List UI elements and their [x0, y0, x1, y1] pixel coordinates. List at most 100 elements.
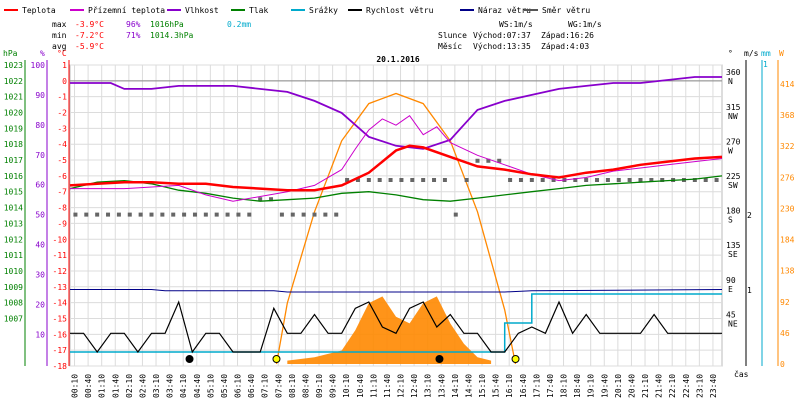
x-tick-label: 08:10 — [288, 374, 297, 398]
dir-tick-name: NW — [728, 112, 738, 121]
legend-label: Tlak — [249, 6, 268, 15]
dir-tick-name: W — [728, 146, 733, 155]
x-tick-label: 02:40 — [138, 374, 147, 398]
w-tick-label: 0 — [780, 360, 785, 369]
ms-axis-label: m/s — [744, 49, 759, 58]
x-tick-label: 00:10 — [71, 374, 80, 398]
temp-tick-label: -15 — [53, 314, 68, 323]
x-tick-label: 12:10 — [397, 374, 406, 398]
x-tick-label: 18:10 — [560, 374, 569, 398]
hpa-tick-label: 1023 — [4, 61, 23, 70]
x-tick-label: 07:10 — [261, 374, 270, 398]
wind-direction-point — [258, 197, 263, 202]
wind-direction-point — [399, 178, 404, 182]
stat-min-temp: -7.2°C — [75, 31, 104, 40]
temp-tick-label: -7 — [57, 188, 67, 197]
hpa-tick-label: 1022 — [4, 77, 23, 86]
w-tick-label: 414 — [780, 80, 795, 89]
moon-label: Měsíc — [438, 42, 462, 51]
w-tick-label: 322 — [780, 142, 795, 151]
wind-direction-point — [312, 212, 317, 217]
hpa-tick-label: 1008 — [4, 299, 23, 308]
x-tick-label: 21:40 — [655, 374, 664, 398]
legend-label: Rychlost větru — [366, 6, 434, 15]
dir-tick-label: 270 — [726, 137, 741, 146]
wind-direction-point — [84, 212, 89, 217]
wind-direction-point — [377, 178, 382, 182]
plot-frame — [69, 64, 723, 367]
wind-direction-point — [160, 212, 165, 217]
wind-direction-point — [410, 178, 415, 182]
x-tick-label: 19:10 — [587, 374, 596, 398]
dir-tick-label: 45 — [726, 310, 736, 319]
x-tick-label: 14:10 — [451, 374, 460, 398]
temp-tick-label: -4 — [57, 140, 67, 149]
mm-axis-label: mm — [761, 49, 771, 58]
wind-direction-point — [464, 178, 469, 182]
temperature-line — [69, 144, 723, 192]
stats-block: max -3.9°C 96% 1016hPa 0.2mm min -7.2°C 71% 1014… — [52, 20, 602, 51]
legend-label: Směr větru — [542, 6, 590, 15]
x-tick-label: 22:10 — [668, 374, 677, 398]
wind-direction-point — [345, 178, 350, 182]
w-tick-label: 230 — [780, 204, 795, 213]
wind-direction-point — [584, 178, 589, 182]
wind-direction-point — [453, 212, 458, 217]
legend-label: Náraz větru — [478, 6, 531, 15]
x-tick-label: 07:40 — [274, 374, 283, 398]
temp-tick-label: -1 — [57, 93, 67, 102]
x-tick-label: 16:40 — [519, 374, 528, 398]
w-tick-label: 138 — [780, 267, 795, 276]
hpa-tick-label: 1018 — [4, 140, 23, 149]
wind-wg: WG:1m/s — [568, 20, 602, 29]
wind-direction-point — [323, 212, 328, 217]
plot-area — [69, 76, 723, 365]
wind-direction-point — [279, 212, 284, 217]
wind-direction-point — [529, 178, 534, 182]
wind-direction-point — [475, 158, 480, 163]
sunset-marker — [511, 355, 520, 363]
hpa-tick-label: 1014 — [4, 204, 23, 213]
w-tick-label: 368 — [780, 111, 795, 120]
moonset-marker — [185, 355, 194, 363]
wind-direction-point — [660, 178, 665, 182]
w-tick-label: 92 — [780, 298, 790, 307]
wind-direction-point — [703, 178, 708, 182]
chart-title: 20.1.2016 — [376, 55, 420, 64]
x-tick-label: 11:40 — [383, 374, 392, 398]
wind-direction-point — [95, 212, 100, 217]
wind-direction-point — [225, 212, 230, 217]
stat-min-hum: 71% — [126, 31, 141, 40]
hpa-tick-label: 1011 — [4, 251, 23, 260]
x-tick-label: 04:10 — [179, 374, 188, 398]
hpa-tick-label: 1013 — [4, 219, 23, 228]
mm-tick-label: 1 — [763, 60, 768, 69]
pct-tick-label: 90 — [35, 91, 45, 100]
wind-direction-point — [595, 178, 600, 182]
stat-max-pres: 1016hPa — [150, 20, 184, 29]
pct-tick-label: 80 — [35, 121, 45, 130]
temp-tick-label: -16 — [53, 330, 68, 339]
wind-direction-point — [486, 158, 491, 163]
x-tick-label: 03:40 — [166, 374, 175, 398]
wind-direction-point — [605, 178, 610, 182]
x-tick-label: 19:40 — [600, 374, 609, 398]
dir-tick-name: E — [728, 285, 733, 294]
x-tick-label: 09:10 — [315, 374, 324, 398]
wind-direction-point — [442, 178, 447, 182]
temp-tick-label: -18 — [53, 362, 68, 371]
hpa-tick-label: 1020 — [4, 109, 23, 118]
legend-label: Vlhkost — [185, 6, 219, 15]
wind-direction-point — [301, 212, 306, 217]
dir-tick-label: 315 — [726, 103, 741, 112]
x-tick-label: 02:10 — [125, 374, 134, 398]
hpa-tick-label: 1009 — [4, 283, 23, 292]
temp-tick-label: -14 — [53, 299, 68, 308]
pct-tick-label: 20 — [35, 300, 45, 309]
hpa-tick-label: 1019 — [4, 124, 23, 133]
pct-tick-label: 70 — [35, 151, 45, 160]
x-tick-label: 03:10 — [152, 374, 161, 398]
x-tick-label: 14:40 — [464, 374, 473, 398]
x-tick-label: 04:40 — [193, 374, 202, 398]
hpa-tick-label: 1010 — [4, 267, 23, 276]
